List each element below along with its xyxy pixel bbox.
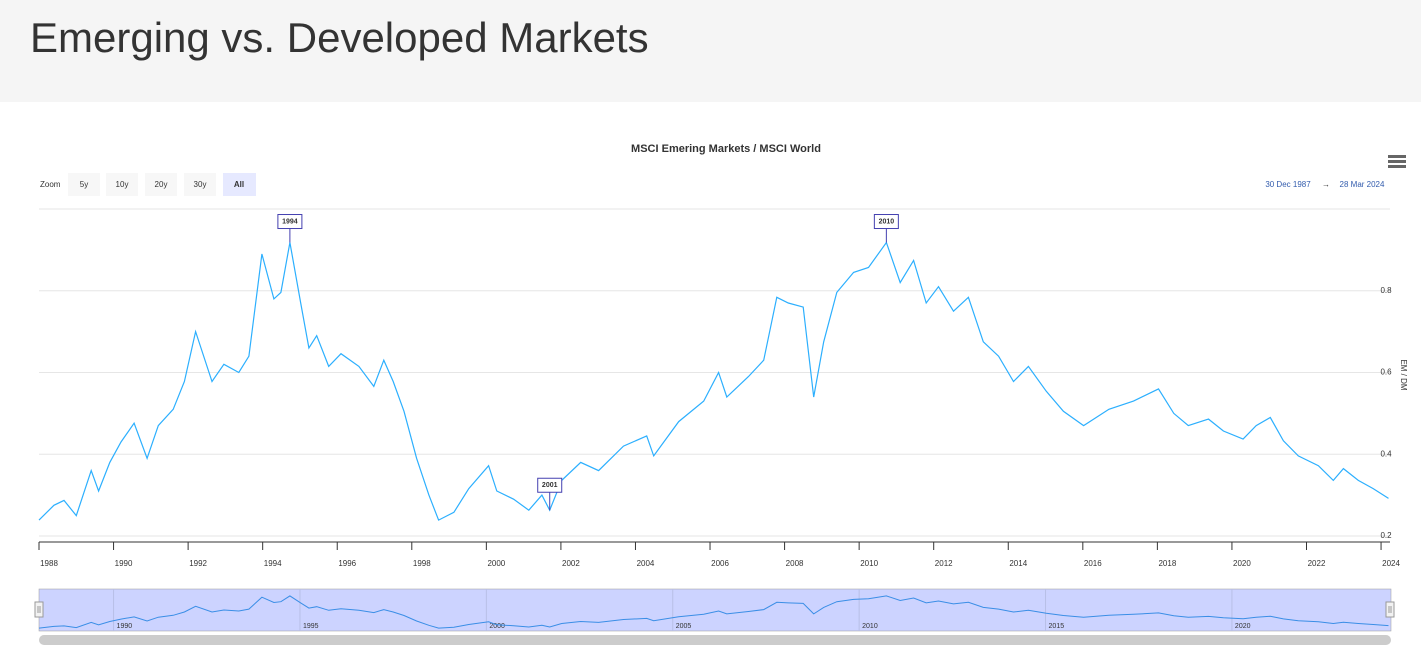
x-tick-label: 1998 (413, 559, 431, 568)
y-tick-label: 0.8 (1380, 286, 1392, 295)
zoom-button-label: 20y (155, 180, 168, 189)
x-tick-label: 2008 (786, 559, 804, 568)
zoom-button-label: 10y (116, 180, 129, 189)
navigator-line (38, 595, 1389, 629)
navigator-handle[interactable] (1385, 601, 1395, 618)
date-from[interactable]: 30 Dec 1987 (1265, 180, 1311, 189)
data-line (38, 241, 1389, 521)
x-tick-label: 1988 (40, 559, 58, 568)
zoom-button-bg (223, 173, 256, 196)
page-title: Emerging vs. Developed Markets (30, 14, 649, 61)
y-axis-title: EM / DM (1399, 359, 1408, 390)
flag-label: 2010 (879, 218, 895, 225)
x-tick-label: 2012 (935, 559, 953, 568)
x-tick-label: 2018 (1158, 559, 1176, 568)
zoom-button-bg (68, 173, 100, 196)
x-tick-label: 2024 (1382, 559, 1400, 568)
menu-button[interactable] (1388, 155, 1406, 168)
flag-box (537, 477, 563, 493)
x-tick-label: 2022 (1308, 559, 1326, 568)
x-tick-label: 2014 (1009, 559, 1027, 568)
y-tick-label: 0.2 (1380, 531, 1392, 540)
y-tick-label: 0.6 (1380, 368, 1392, 377)
x-tick-label: 2004 (637, 559, 655, 568)
zoom-button-label: All (234, 180, 244, 189)
header: Emerging vs. Developed Markets (0, 0, 1421, 102)
flag-label: 1994 (282, 218, 298, 225)
x-tick-label: 1990 (115, 559, 133, 568)
x-tick-label: 1996 (338, 559, 356, 568)
x-tick-label: 2016 (1084, 559, 1102, 568)
flag-box (873, 214, 899, 230)
menu-bar (1388, 165, 1406, 168)
navigator-bg (38, 588, 1392, 632)
date-to[interactable]: 28 Mar 2024 (1340, 180, 1385, 189)
zoom-button-label: 5y (80, 180, 88, 189)
flag-box (277, 214, 303, 230)
navigator-handle[interactable] (34, 601, 44, 618)
chart-title: MSCI Emering Markets / MSCI World (631, 143, 821, 155)
zoom-label: Zoom (40, 180, 61, 189)
zoom-button[interactable]: 30y (184, 173, 216, 196)
y-tick-label: 0.4 (1380, 449, 1392, 458)
zoom-button[interactable]: 10y (106, 173, 138, 196)
navigator-tick-label: 1995 (303, 623, 319, 630)
x-tick-label: 1992 (189, 559, 207, 568)
x-tick-label: 1994 (264, 559, 282, 568)
zoom-button[interactable]: 5y (68, 173, 100, 196)
x-tick-label: 2006 (711, 559, 729, 568)
zoom-button-bg (145, 173, 177, 196)
zoom-button-bg (184, 173, 216, 196)
x-tick-label: 2000 (487, 559, 505, 568)
navigator-tick-label: 2010 (862, 623, 878, 630)
flag-label: 2001 (542, 482, 558, 489)
scrollbar-thumb[interactable] (39, 635, 1391, 645)
navigator-tick-label: 2015 (1049, 623, 1065, 630)
menu-bar (1388, 160, 1406, 163)
x-tick-label: 2010 (860, 559, 878, 568)
navigator-tick-label: 2000 (489, 623, 505, 630)
zoom-button-label: 30y (194, 180, 207, 189)
zoom-button[interactable]: 20y (145, 173, 177, 196)
menu-bar (1388, 155, 1406, 158)
zoom-button[interactable]: All (223, 173, 256, 196)
navigator-tick-label: 2020 (1235, 623, 1251, 630)
x-tick-label: 2020 (1233, 559, 1251, 568)
navigator-tick-label: 1990 (117, 623, 133, 630)
zoom-button-bg (106, 173, 138, 196)
handle-body (34, 601, 44, 618)
date-arrow: → (1322, 180, 1330, 189)
handle-body (1385, 601, 1395, 618)
navigator-tick-label: 2005 (676, 623, 692, 630)
x-tick-label: 2002 (562, 559, 580, 568)
